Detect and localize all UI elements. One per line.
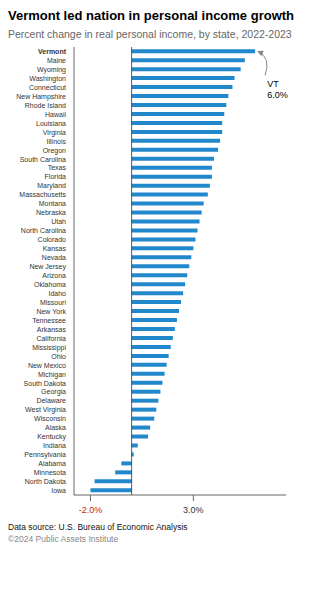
svg-text:Hawaii: Hawaii — [45, 111, 66, 118]
svg-text:Virginia: Virginia — [43, 129, 66, 137]
svg-text:Indiana: Indiana — [43, 442, 66, 449]
svg-text:Illinois: Illinois — [47, 138, 67, 145]
svg-text:Louisiana: Louisiana — [36, 120, 66, 127]
svg-text:Missouri: Missouri — [40, 299, 67, 306]
svg-text:New York: New York — [36, 308, 66, 315]
svg-text:Wyoming: Wyoming — [37, 66, 66, 74]
svg-text:Rhode Island: Rhode Island — [25, 102, 66, 109]
svg-text:Alabama: Alabama — [38, 460, 66, 467]
svg-text:Michigan: Michigan — [38, 371, 66, 379]
svg-text:Arizona: Arizona — [42, 272, 66, 279]
svg-text:Washington: Washington — [29, 75, 66, 83]
svg-text:VT6.0%: VT6.0% — [267, 79, 288, 100]
svg-text:-2.0%: -2.0% — [79, 505, 103, 515]
svg-text:Nebraska: Nebraska — [36, 209, 66, 216]
html-text:Data source: U.S. Bureau of Ec: Data source: U.S. Bureau of Economic Ana… — [8, 522, 188, 532]
svg-text:West Virginia: West Virginia — [25, 406, 66, 414]
svg-text:Alaska: Alaska — [45, 424, 66, 431]
svg-text:North Carolina: North Carolina — [21, 227, 66, 234]
svg-text:Massachusetts: Massachusetts — [19, 191, 66, 198]
svg-text:Colorado: Colorado — [38, 236, 67, 243]
svg-text:Nevada: Nevada — [42, 254, 66, 261]
svg-text:Tennessee: Tennessee — [32, 317, 66, 324]
svg-text:Arkansas: Arkansas — [37, 326, 67, 333]
svg-text:Wisconsin: Wisconsin — [34, 415, 66, 422]
svg-text:Ohio: Ohio — [51, 353, 66, 360]
svg-text:Connecticut: Connecticut — [29, 84, 66, 91]
svg-text:Idaho: Idaho — [48, 290, 66, 297]
svg-text:Minnesota: Minnesota — [34, 469, 66, 476]
svg-text:Maine: Maine — [47, 57, 66, 64]
svg-text:New Hampshire: New Hampshire — [16, 93, 66, 101]
svg-text:Vermont: Vermont — [38, 48, 67, 55]
svg-text:Georgia: Georgia — [41, 388, 66, 396]
svg-text:Iowa: Iowa — [51, 487, 66, 494]
svg-text:Florida: Florida — [45, 173, 67, 180]
svg-text:Oregon: Oregon — [43, 147, 66, 155]
svg-text:South Carolina: South Carolina — [20, 156, 66, 163]
svg-text:South Dakota: South Dakota — [24, 380, 67, 387]
svg-text:Oklahoma: Oklahoma — [34, 281, 66, 288]
svg-text:Kentucky: Kentucky — [37, 433, 66, 441]
html-text:©2024 Public Assets Institute: ©2024 Public Assets Institute — [8, 534, 119, 544]
svg-text:3.0%: 3.0% — [183, 505, 204, 515]
svg-text:Pennsylvania: Pennsylvania — [24, 451, 66, 459]
svg-text:Maryland: Maryland — [37, 182, 66, 190]
svg-text:Texas: Texas — [48, 164, 67, 171]
svg-text:Mississippi: Mississippi — [32, 344, 66, 352]
svg-text:Kansas: Kansas — [43, 245, 67, 252]
svg-text:Delaware: Delaware — [36, 397, 66, 404]
svg-text:North Dakota: North Dakota — [25, 478, 66, 485]
svg-text:New Mexico: New Mexico — [28, 362, 66, 369]
svg-text:Utah: Utah — [51, 218, 66, 225]
svg-text:California: California — [36, 335, 66, 342]
svg-text:New Jersey: New Jersey — [29, 263, 66, 271]
html-text:Vermont led nation in personal: Vermont led nation in personal income gr… — [8, 8, 294, 23]
svg-text:Montana: Montana — [39, 200, 66, 207]
html-text:Percent change in real persona: Percent change in real personal income, … — [8, 28, 292, 40]
